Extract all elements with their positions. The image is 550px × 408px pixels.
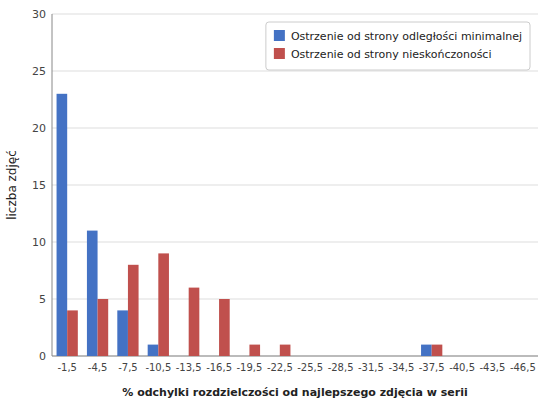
- x-tick-label: -25,5: [297, 362, 323, 373]
- x-axis: -1,5 -4,5 -7,5 -10,5 -13,5 -16,5 -19,5 -22,5 -25…: [57, 362, 535, 373]
- bar: [310, 356, 321, 357]
- x-tick-label: -16,5: [206, 362, 232, 373]
- x-tick-label: -1,5: [57, 362, 77, 373]
- grid-line: [52, 71, 538, 72]
- y-tick-label: 5: [39, 293, 46, 306]
- bar: [158, 253, 169, 356]
- bar: [57, 94, 68, 356]
- bar: [219, 299, 230, 356]
- x-tick-label: -34,5: [388, 362, 414, 373]
- bar: [391, 356, 402, 357]
- bar: [512, 356, 523, 357]
- bar: [87, 231, 98, 356]
- x-tick-label: -43,5: [480, 362, 506, 373]
- bar: [341, 356, 352, 357]
- legend-swatch: [274, 48, 285, 59]
- x-tick-label: -10,5: [145, 362, 171, 373]
- y-tick-label: 15: [32, 179, 46, 192]
- y-tick-label: 20: [32, 122, 46, 135]
- legend-label: Ostrzenie od strony odległości minimalne…: [291, 30, 522, 43]
- legend-box: [266, 22, 530, 70]
- bar: [117, 310, 128, 356]
- x-tick-label: -22,5: [267, 362, 293, 373]
- x-tick-label: -4,5: [88, 362, 108, 373]
- bar: [421, 345, 432, 356]
- bar: [98, 299, 109, 356]
- x-tick-label: -37,5: [419, 362, 445, 373]
- y-axis: 0 5 10 15 20 25 30: [32, 8, 538, 363]
- bar: [451, 356, 462, 357]
- x-tick-label: -28,5: [328, 362, 354, 373]
- bar: [432, 345, 443, 356]
- chart-container: 051015202530-1,5-4,5-7,5-10,5-13,5-16,5-…: [0, 0, 550, 408]
- x-tick-label: -13,5: [176, 362, 202, 373]
- bar: [239, 356, 250, 357]
- bars: [57, 94, 443, 356]
- chart: 051015202530-1,5-4,5-7,5-10,5-13,5-16,5-…: [0, 0, 550, 408]
- bar: [462, 356, 473, 357]
- bar: [178, 356, 189, 357]
- x-tick-label: -19,5: [237, 362, 263, 373]
- bar: [67, 310, 78, 356]
- bar: [401, 356, 412, 357]
- y-tick-label: 0: [39, 350, 46, 363]
- bar: [300, 356, 311, 357]
- bar: [360, 356, 371, 357]
- grid-line: [52, 299, 538, 300]
- x-tick-label: -31,5: [358, 362, 384, 373]
- y-tick-label: 10: [32, 236, 46, 249]
- legend: Ostrzenie od strony odległości minimalne…: [266, 22, 530, 70]
- grid-line: [52, 185, 538, 186]
- bar: [523, 356, 534, 357]
- bar: [269, 356, 280, 357]
- y-axis-label: liczba zdjęć: [5, 150, 19, 220]
- y-axis-line: [52, 14, 53, 356]
- bar: [208, 356, 219, 357]
- bar: [482, 356, 493, 357]
- x-tick-label: -46,5: [510, 362, 536, 373]
- legend-label: Ostrzenie od strony nieskończoności: [291, 48, 492, 61]
- bar: [249, 345, 260, 356]
- grid-line: [52, 242, 538, 243]
- bar: [371, 356, 382, 357]
- bar: [492, 356, 503, 357]
- bar: [189, 288, 200, 356]
- bar: [148, 345, 159, 356]
- bar: [128, 265, 139, 356]
- x-axis-label: % odchylki rozdzielczości od najlepszego…: [122, 386, 467, 399]
- y-tick-label: 30: [32, 8, 46, 21]
- bar: [280, 345, 291, 356]
- grid-line: [52, 128, 538, 129]
- bar: [330, 356, 341, 357]
- grid-line: [52, 14, 538, 15]
- y-tick-label: 25: [32, 65, 46, 78]
- legend-swatch: [274, 30, 285, 41]
- x-tick-label: -7,5: [118, 362, 138, 373]
- x-tick-label: -40,5: [449, 362, 475, 373]
